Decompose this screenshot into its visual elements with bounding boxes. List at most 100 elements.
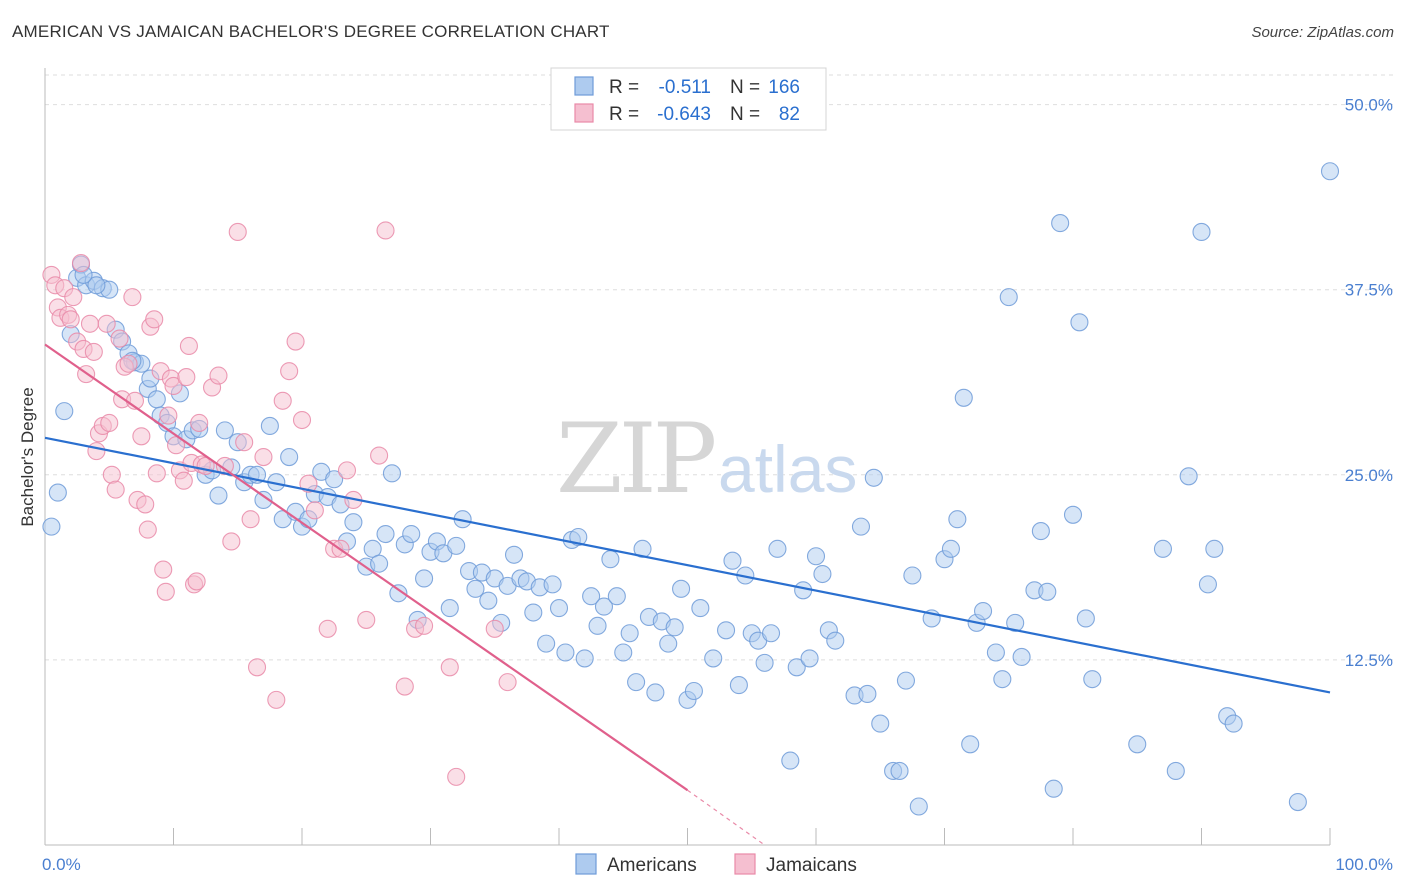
- american-point: [1153, 539, 1172, 558]
- american-point: [87, 276, 106, 295]
- jamaican-point: [100, 413, 119, 433]
- american-point: [543, 575, 562, 594]
- jamaican-point: [159, 406, 178, 425]
- jamaican-point: [154, 560, 173, 579]
- american-point: [588, 616, 607, 635]
- american-point: [440, 599, 459, 618]
- bottom-legend-jamaicans: Jamaicans: [766, 855, 857, 876]
- jamaican-point: [106, 480, 125, 499]
- x-tick-labels: 0.0% 100.0%: [42, 855, 1393, 874]
- jamaican-point: [145, 310, 164, 329]
- american-point: [941, 539, 960, 558]
- jamaican-point: [357, 610, 376, 629]
- american-point: [716, 621, 736, 640]
- american-point: [1051, 214, 1070, 233]
- american-point: [768, 539, 787, 558]
- american-point: [1063, 505, 1083, 524]
- legend-n-label: N =: [730, 77, 760, 98]
- legend-swatch-jamaicans: [574, 103, 594, 123]
- jamaican-point: [254, 447, 273, 467]
- american-point: [665, 618, 684, 637]
- american-point: [147, 390, 166, 409]
- jamaican-point: [318, 619, 337, 638]
- american-point: [1083, 670, 1102, 689]
- american-point: [1205, 539, 1224, 558]
- jamaican-point: [267, 690, 286, 709]
- jamaican-point: [64, 288, 83, 307]
- american-point: [479, 591, 498, 610]
- watermark-atlas: atlas: [718, 432, 857, 506]
- american-point: [389, 584, 408, 603]
- jamaican-point: [147, 464, 166, 483]
- jamaican-point: [179, 336, 198, 356]
- y-axis-label: Bachelor's Degree: [18, 387, 37, 526]
- american-point: [594, 597, 614, 616]
- y-tick-label: 12.5%: [1345, 651, 1393, 670]
- american-point: [1224, 714, 1243, 733]
- american-point: [800, 649, 819, 668]
- legend-r-label: R =: [609, 104, 639, 125]
- y-tick-label: 37.5%: [1345, 281, 1393, 300]
- american-point: [986, 643, 1005, 662]
- y-tick-label: 25.0%: [1345, 466, 1393, 485]
- american-point: [344, 513, 363, 532]
- jamaican-point: [440, 658, 459, 677]
- x-tick-label-min: 0.0%: [42, 855, 81, 874]
- jamaican-point: [241, 510, 260, 529]
- jamaican-point: [84, 342, 103, 361]
- american-point: [627, 673, 646, 692]
- jamaican-point: [222, 532, 241, 551]
- american-point: [42, 517, 61, 536]
- american-point: [1044, 779, 1063, 798]
- american-point: [575, 649, 594, 668]
- american-point: [890, 761, 909, 781]
- american-point: [325, 470, 344, 489]
- american-point: [993, 670, 1012, 689]
- jamaican-point: [395, 677, 414, 696]
- american-point: [569, 527, 588, 547]
- jamaican-point: [164, 376, 183, 396]
- jamaican-point: [174, 471, 193, 490]
- american-point: [620, 624, 639, 643]
- american-point: [601, 550, 620, 569]
- american-point: [402, 524, 421, 544]
- american-point: [723, 551, 742, 570]
- american-point: [1192, 222, 1211, 242]
- american-point: [48, 483, 67, 502]
- y-tick-label: 50.0%: [1345, 96, 1393, 115]
- jamaican-point: [376, 221, 395, 240]
- jamaican-point: [80, 314, 100, 333]
- legend-n-value-jamaicans: 82: [779, 104, 800, 125]
- jamaican-point: [156, 582, 175, 601]
- american-point: [781, 751, 800, 770]
- american-point: [903, 566, 922, 585]
- jamaican-point: [123, 288, 142, 307]
- jamaican-point: [71, 254, 91, 273]
- american-point: [466, 579, 485, 598]
- chart-title: AMERICAN VS JAMAICAN BACHELOR'S DEGREE C…: [12, 22, 610, 41]
- american-point: [215, 421, 234, 440]
- american-point: [1288, 793, 1307, 812]
- american-point: [280, 447, 299, 467]
- american-point: [537, 634, 556, 653]
- jamaican-point: [235, 433, 254, 452]
- legend-n-value-americans: 166: [768, 77, 800, 98]
- legend-r-value-jamaicans: -0.643: [657, 104, 711, 125]
- american-point: [524, 603, 543, 622]
- jamaican-point: [87, 442, 106, 461]
- american-point: [871, 714, 890, 733]
- americans-trend-line: [44, 436, 1331, 694]
- american-point: [1320, 162, 1340, 181]
- jamaican-point: [280, 362, 299, 381]
- american-point: [646, 683, 665, 702]
- jamaican-point: [61, 310, 80, 329]
- american-point: [1038, 582, 1057, 601]
- american-point: [684, 681, 703, 701]
- american-point: [1198, 575, 1217, 594]
- jamaican-point: [228, 222, 247, 242]
- american-point: [864, 468, 883, 487]
- american-point: [806, 547, 826, 566]
- y-tick-labels: 12.5% 25.0% 37.5% 50.0%: [1345, 96, 1393, 670]
- american-point: [504, 545, 524, 564]
